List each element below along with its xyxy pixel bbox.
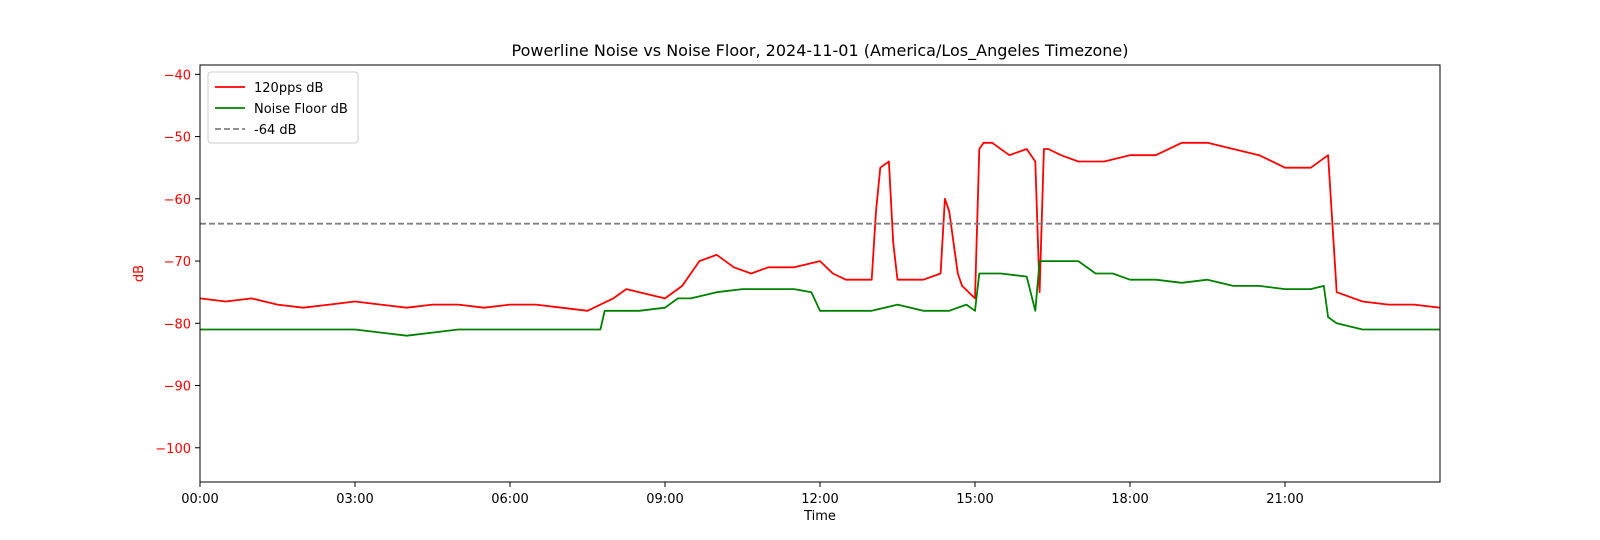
legend-label-1: Noise Floor dB xyxy=(254,102,348,117)
y-tick-label: −60 xyxy=(164,193,191,208)
y-tick-label: −80 xyxy=(164,317,191,332)
chart-title: Powerline Noise vs Noise Floor, 2024-11-… xyxy=(512,41,1129,61)
x-tick-label: 15:00 xyxy=(956,492,993,507)
x-axis-label: Time xyxy=(803,509,836,524)
legend-label-0: 120pps dB xyxy=(254,81,323,96)
x-tick-label: 18:00 xyxy=(1111,492,1148,507)
x-tick-label: 12:00 xyxy=(801,492,838,507)
y-tick-label: −70 xyxy=(164,255,191,270)
plot-area: 00:00 03:00 06:00 09:00 12:00 15:00 18:00 21:00… xyxy=(155,64,1441,507)
legend-label-2: -64 dB xyxy=(254,123,297,138)
series-line-1 xyxy=(200,260,1440,337)
x-tick-label: 09:00 xyxy=(646,492,683,507)
y-axis-label: dB xyxy=(132,265,147,282)
y-tick-label: −90 xyxy=(164,380,191,395)
y-tick-label: −50 xyxy=(164,131,191,146)
y-tick-label: −40 xyxy=(164,68,191,83)
x-tick-label: 00:00 xyxy=(181,492,218,507)
x-tick-label: 03:00 xyxy=(336,492,373,507)
legend-box xyxy=(207,71,359,144)
plot-frame xyxy=(199,64,1441,483)
series-line-0 xyxy=(200,141,1440,312)
series-group xyxy=(200,141,1440,337)
x-tick-label: 06:00 xyxy=(491,492,528,507)
y-tick-label: −100 xyxy=(155,442,191,457)
x-tick-label: 21:00 xyxy=(1266,492,1303,507)
legend: 120pps dB Noise Floor dB -64 dB xyxy=(207,71,359,144)
